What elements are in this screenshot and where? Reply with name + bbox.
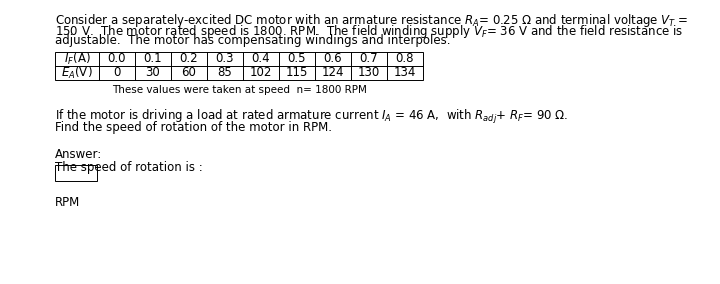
Text: 0.0: 0.0 [108,53,126,66]
Text: If the motor is driving a load at rated armature current $I_A$ = 46 A,  with $R_: If the motor is driving a load at rated … [55,108,568,126]
Text: 150 V.  The motor rated speed is 1800  RPM.  The field winding supply $V_F$= 36 : 150 V. The motor rated speed is 1800 RPM… [55,23,683,40]
Text: 0.2: 0.2 [180,53,198,66]
Text: 0.4: 0.4 [252,53,270,66]
Text: 102: 102 [250,66,272,80]
Text: 0.5: 0.5 [288,53,306,66]
Text: 0: 0 [113,66,121,80]
Text: 0.8: 0.8 [396,53,414,66]
Text: $I_F$(A): $I_F$(A) [63,51,91,67]
Text: adjustable.  The motor has compensating windings and interpoles.: adjustable. The motor has compensating w… [55,34,451,47]
Text: Consider a separately-excited DC motor with an armature resistance $R_A$= 0.25 $: Consider a separately-excited DC motor w… [55,12,688,29]
Text: Find the speed of rotation of the motor in RPM.: Find the speed of rotation of the motor … [55,121,332,134]
Text: 130: 130 [358,66,380,80]
Text: $E_A$(V): $E_A$(V) [61,65,93,81]
Text: 0.3: 0.3 [216,53,234,66]
Text: These values were taken at speed  n= 1800 RPM: These values were taken at speed n= 1800… [112,85,366,95]
Text: 134: 134 [394,66,416,80]
Text: 60: 60 [181,66,197,80]
Text: RPM: RPM [55,196,80,209]
Text: Answer:: Answer: [55,148,102,161]
Text: 30: 30 [145,66,161,80]
Text: 0.7: 0.7 [360,53,378,66]
Text: The speed of rotation is :: The speed of rotation is : [55,161,203,174]
Text: 115: 115 [286,66,308,80]
Text: 85: 85 [217,66,233,80]
Text: 124: 124 [322,66,344,80]
Text: 0.1: 0.1 [144,53,162,66]
Text: 0.6: 0.6 [324,53,342,66]
Bar [55,52,423,80]
Bar [55,165,97,181]
